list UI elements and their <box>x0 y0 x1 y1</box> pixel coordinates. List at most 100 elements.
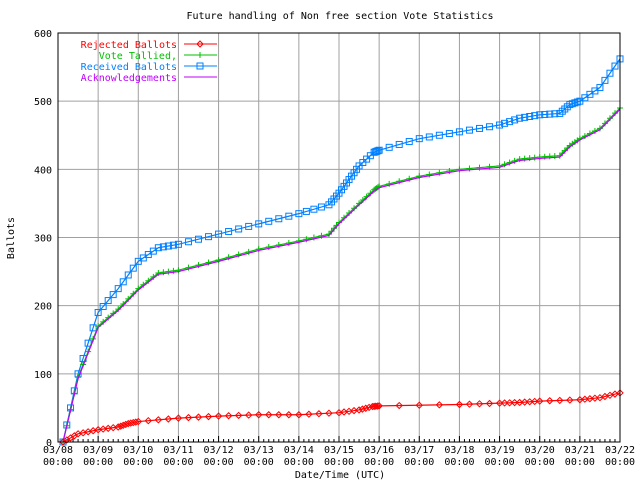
square-marker <box>164 242 172 250</box>
plus-marker <box>160 269 167 276</box>
diamond-marker <box>495 399 504 407</box>
square-marker <box>195 235 202 243</box>
square-marker <box>415 135 423 143</box>
square-marker <box>541 110 549 118</box>
square-marker <box>506 118 514 126</box>
diamond-marker <box>117 422 125 430</box>
legend-label: Acknowledgements <box>81 73 177 84</box>
plus-marker <box>285 239 292 246</box>
plus-marker <box>325 231 332 238</box>
diamond-marker <box>154 416 163 424</box>
x-tick-label: 03/11 <box>163 445 193 456</box>
y-axis-label: Ballots <box>6 217 17 259</box>
diamond-marker <box>295 411 303 419</box>
diamond-marker <box>556 396 564 405</box>
plus-marker <box>197 52 203 58</box>
square-marker <box>511 116 519 124</box>
square-marker <box>159 243 167 251</box>
plus-marker <box>165 268 172 275</box>
x-tick-time-label: 00:00 <box>284 457 314 468</box>
plot-border <box>57 32 621 443</box>
x-tick-time-label: 00:00 <box>43 457 73 468</box>
square-marker <box>501 119 509 127</box>
square-marker <box>114 285 122 293</box>
square-marker <box>435 131 443 139</box>
plus-marker <box>275 241 282 248</box>
plus-marker <box>175 267 182 274</box>
x-tick-label: 03/20 <box>525 445 555 456</box>
square-marker <box>124 271 132 279</box>
square-marker <box>255 220 263 228</box>
x-tick-label: 03/08 <box>43 445 73 456</box>
diamond-marker <box>114 423 122 431</box>
diamond-marker <box>224 412 233 420</box>
square-marker <box>205 233 213 241</box>
diamond-marker <box>536 397 544 405</box>
series-rejected-ballots <box>59 389 624 446</box>
square-marker <box>295 210 303 218</box>
plus-marker <box>541 153 548 160</box>
square-marker <box>245 222 253 230</box>
square-marker <box>531 112 539 120</box>
square-marker <box>265 217 273 225</box>
plus-marker <box>531 154 538 161</box>
x-tick-time-label: 00:00 <box>364 457 394 468</box>
x-tick-time-label: 00:00 <box>485 457 515 468</box>
plus-marker <box>501 161 508 168</box>
square-marker <box>601 76 609 84</box>
diamond-marker <box>566 396 574 404</box>
plus-marker <box>486 163 493 170</box>
square-marker <box>536 111 544 119</box>
plus-marker <box>436 169 443 176</box>
square-marker <box>405 138 413 146</box>
x-tick-label: 03/09 <box>83 445 113 456</box>
y-tick-label: 0 <box>46 438 52 449</box>
x-tick-time-label: 00:00 <box>244 457 274 468</box>
plus-marker <box>295 237 302 244</box>
plus-marker <box>506 159 513 166</box>
plus-marker <box>526 155 533 162</box>
y-tick-label: 300 <box>34 234 52 245</box>
plus-marker <box>416 173 423 180</box>
plus-marker <box>456 166 463 173</box>
square-marker <box>310 205 318 213</box>
square-marker <box>215 230 223 238</box>
diamond-marker <box>234 411 243 420</box>
y-tick-label: 600 <box>34 29 52 40</box>
plus-marker <box>446 168 453 175</box>
plus-marker <box>235 251 242 258</box>
diamond-marker <box>500 399 509 407</box>
x-tick-time-label: 00:00 <box>324 457 354 468</box>
square-marker <box>596 84 604 92</box>
square-marker <box>235 225 243 233</box>
plus-marker <box>396 178 403 185</box>
square-marker <box>455 128 463 136</box>
x-tick-label: 03/18 <box>444 445 474 456</box>
x-tick-label: 03/12 <box>204 445 234 456</box>
x-tick-label: 03/13 <box>244 445 274 456</box>
x-tick-time-label: 00:00 <box>444 457 474 468</box>
square-marker <box>99 303 107 311</box>
plus-marker <box>511 157 518 164</box>
square-marker <box>174 240 182 248</box>
plus-marker <box>546 153 553 160</box>
diamond-marker <box>305 410 313 418</box>
diamond-marker <box>358 405 367 413</box>
plus-marker <box>215 256 222 263</box>
plus-marker <box>521 155 528 162</box>
square-marker <box>425 133 433 141</box>
square-marker <box>317 203 325 211</box>
square-marker <box>385 143 393 151</box>
square-marker <box>551 110 559 118</box>
diamond-marker <box>196 40 204 48</box>
diamond-marker <box>373 402 382 410</box>
y-tick-label: 500 <box>34 97 52 108</box>
y-tick-label: 400 <box>34 165 52 176</box>
diamond-marker <box>144 416 153 425</box>
diamond-marker <box>375 402 383 410</box>
plus-marker <box>195 262 202 269</box>
x-tick-time-label: 00:00 <box>123 457 153 468</box>
diamond-marker <box>435 401 444 409</box>
plus-marker <box>225 254 232 261</box>
